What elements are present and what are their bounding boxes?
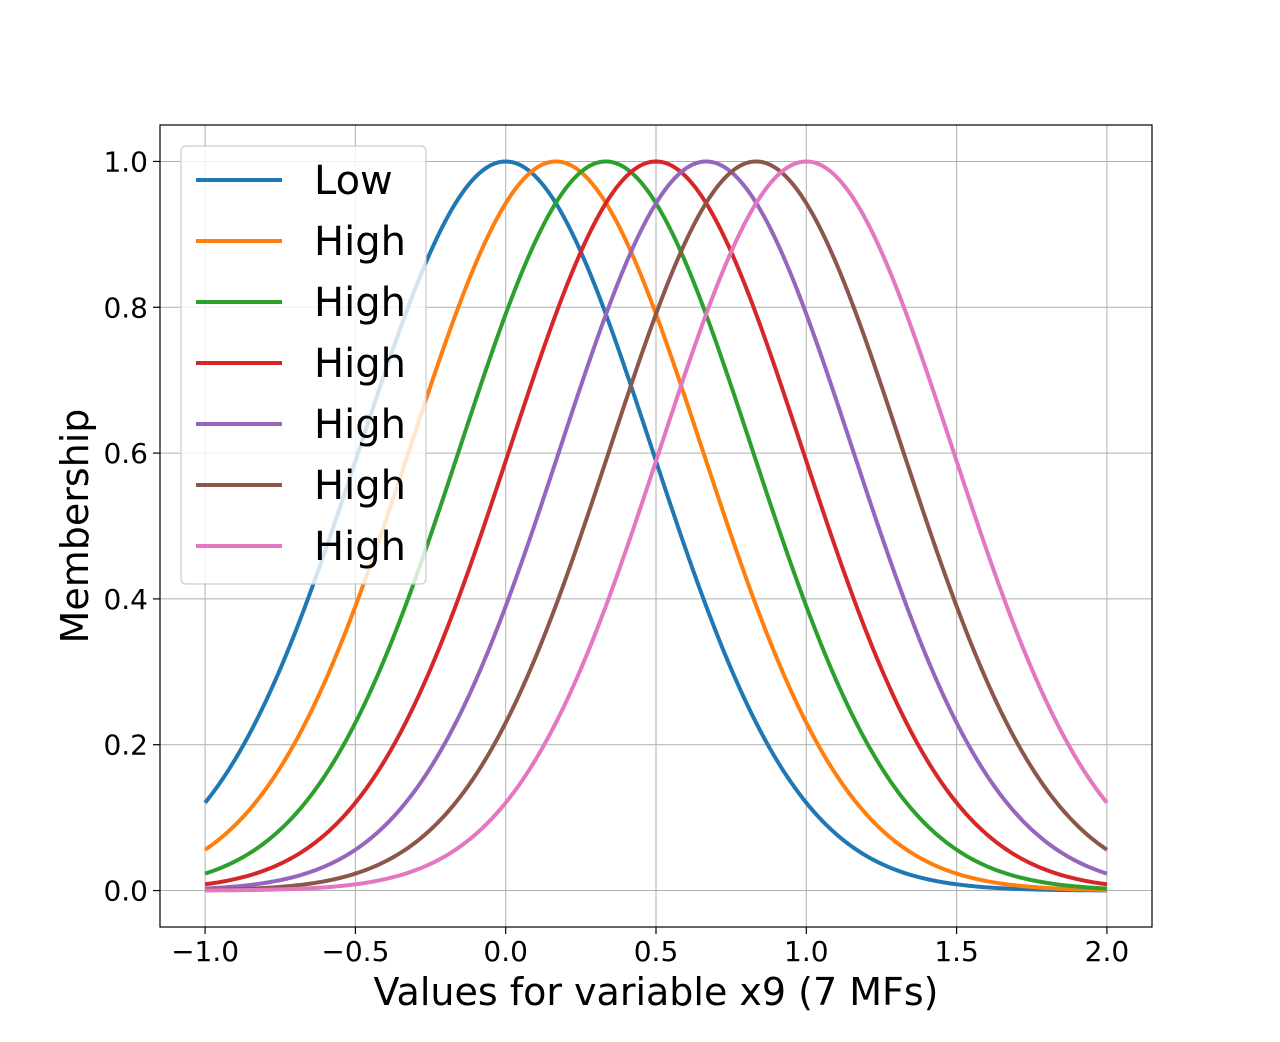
x-axis-label: Values for variable x9 (7 MFs)	[373, 970, 938, 1014]
y-tick-label: 0.4	[103, 583, 148, 616]
axis-ticks: −1.0 −0.5 0.0 0.5 1.0 1.5 2.0 0.0 0.2 0.4 0.6 0.8 1.…	[103, 145, 1129, 968]
legend-label: High	[314, 219, 406, 265]
x-tick-label: 0.0	[483, 935, 528, 968]
x-tick-label: 0.5	[634, 935, 679, 968]
legend-label: High	[314, 402, 406, 448]
series-line-4	[204, 159, 1108, 887]
x-tick-label: 1.0	[784, 935, 829, 968]
legend-label: Low	[314, 158, 393, 204]
legend: Low High High High High High High	[180, 145, 427, 585]
legend-label: High	[314, 341, 406, 387]
x-tick-label: −0.5	[321, 935, 389, 968]
legend-box	[180, 145, 427, 585]
y-tick-label: 0.8	[103, 291, 148, 324]
y-tick-label: 1.0	[103, 145, 148, 178]
series-line-7	[205, 159, 1109, 893]
y-axis-label: Membership	[53, 409, 97, 644]
y-tick-label: 0.6	[103, 437, 148, 470]
legend-label: High	[314, 280, 406, 326]
x-tick-label: 1.5	[934, 935, 979, 968]
legend-label: High	[314, 463, 406, 509]
series-line-5	[204, 159, 1108, 891]
x-tick-label: 2.0	[1085, 935, 1130, 968]
x-tick-label: −1.0	[171, 935, 239, 968]
legend-label: High	[314, 524, 406, 570]
y-tick-label: 0.0	[103, 875, 148, 908]
y-tick-label: 0.2	[103, 729, 148, 762]
series-line-6	[205, 159, 1109, 892]
